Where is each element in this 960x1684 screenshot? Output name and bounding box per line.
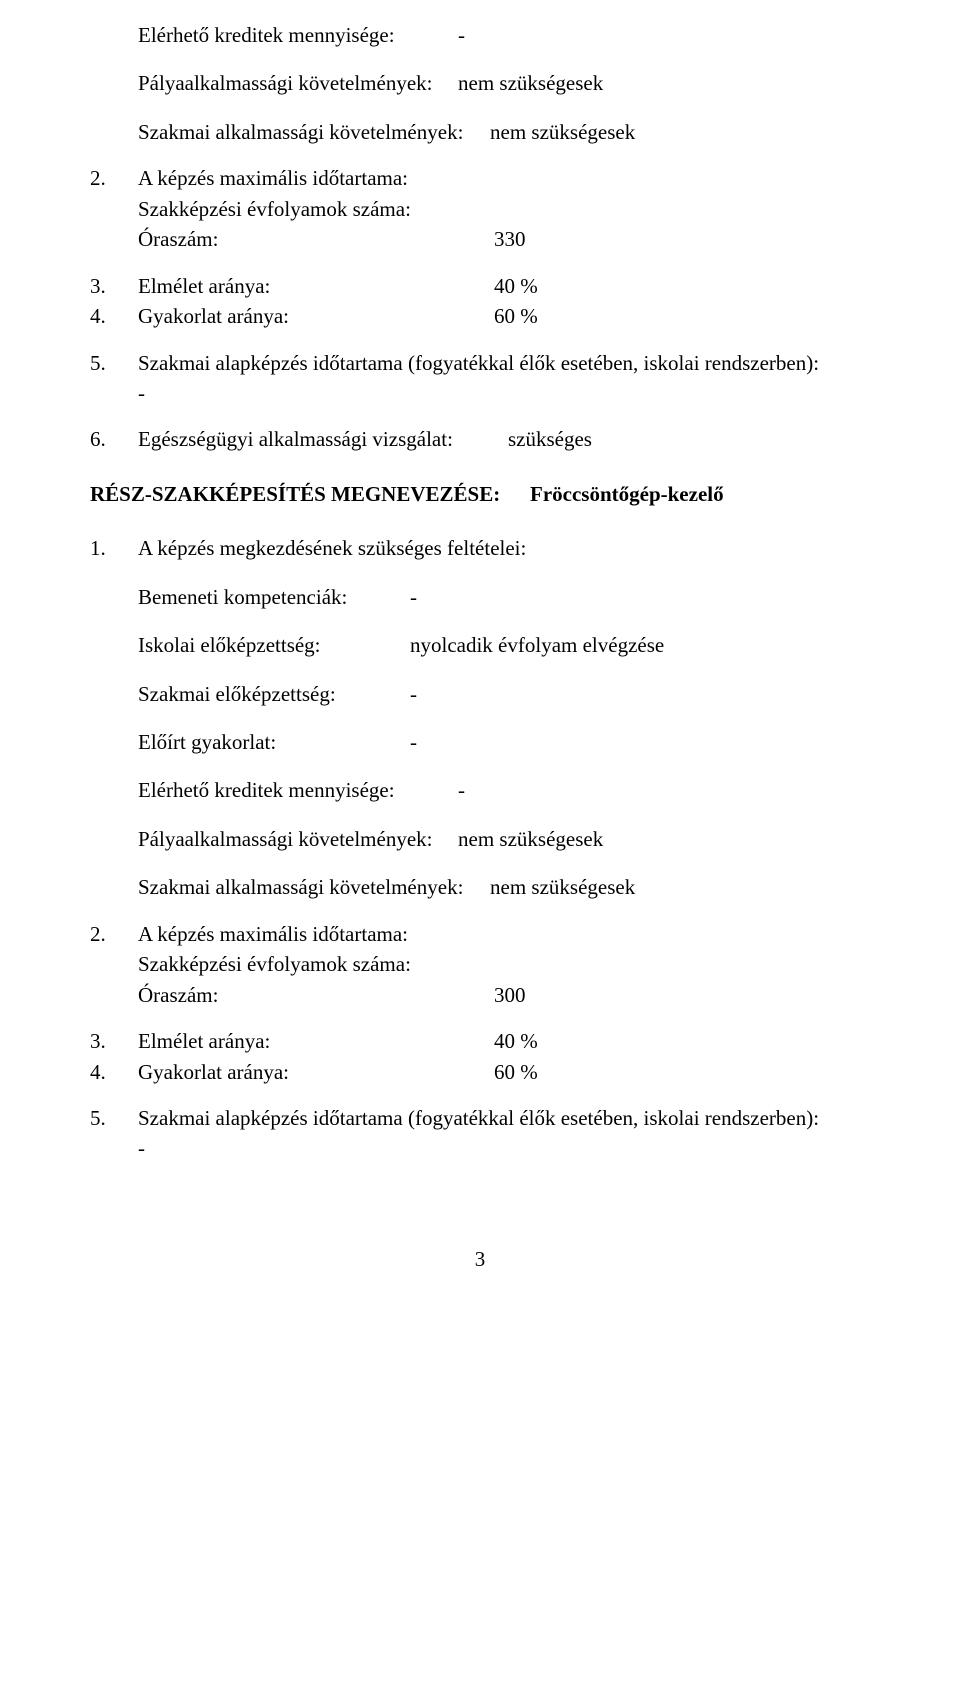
m-items-3-4: 3. Elmélet aránya: 40 % 4. Gyakorlat ará…	[90, 1026, 870, 1087]
item-3: 3. Elmélet aránya: 40 %	[90, 271, 870, 301]
m1-szakmai-alk: Szakmai alkalmassági követelmények: nem …	[138, 872, 870, 902]
m1-palya-value: nem szükségesek	[458, 824, 603, 854]
items-3-4: 3. Elmélet aránya: 40 % 4. Gyakorlat ará…	[90, 271, 870, 332]
item-6: 6. Egészségügyi alkalmassági vizsgálat: …	[90, 424, 870, 454]
n6-value: szükséges	[508, 424, 870, 454]
n2-oraszam-label: Óraszám:	[138, 224, 494, 254]
n2-line2: Szakképzési évfolyamok száma:	[138, 194, 870, 224]
m3-label: Elmélet aránya:	[138, 1026, 494, 1056]
m2-oraszam-row: Óraszám: 300	[138, 980, 870, 1010]
m4-label: Gyakorlat aránya:	[138, 1057, 494, 1087]
m1-bemeneti-value: -	[410, 582, 417, 612]
m-num-1: 1.	[90, 533, 138, 563]
value-elerheto: -	[458, 20, 870, 50]
num-4: 4.	[90, 301, 138, 331]
num-6: 6.	[90, 424, 138, 454]
m2-line1: A képzés maximális időtartama:	[138, 919, 870, 949]
m1-elerheto: Elérhető kreditek mennyisége: -	[138, 775, 870, 805]
m1-eloirt-value: -	[410, 727, 417, 757]
m1-eloirt: Előírt gyakorlat: -	[138, 727, 870, 757]
m-num-3: 3.	[90, 1026, 138, 1056]
m-item-4: 4. Gyakorlat aránya: 60 %	[90, 1057, 870, 1087]
n3-label: Elmélet aránya:	[138, 271, 494, 301]
m-num-4: 4.	[90, 1057, 138, 1087]
value-szakmai: nem szükségesek	[490, 117, 870, 147]
m1-iskolai: Iskolai előképzettség: nyolcadik évfolya…	[138, 630, 870, 660]
n4-value: 60 %	[494, 301, 870, 331]
label-palya: Pályaalkalmassági követelmények:	[138, 68, 458, 98]
m1-palya: Pályaalkalmassági követelmények: nem szü…	[138, 824, 870, 854]
n6-label: Egészségügyi alkalmassági vizsgálat:	[138, 424, 508, 454]
m1-szakmai-elo-label: Szakmai előképzettség:	[138, 679, 410, 709]
num-2: 2.	[90, 163, 138, 254]
m1-szakmai-elo-value: -	[410, 679, 417, 709]
m1-szakmai-alk-value: nem szükségesek	[490, 872, 635, 902]
m1-szakmai-elo: Szakmai előképzettség: -	[138, 679, 870, 709]
n5-line2: -	[138, 378, 870, 408]
m2-line2: Szakképzési évfolyamok száma:	[138, 949, 870, 979]
item-4: 4. Gyakorlat aránya: 60 %	[90, 301, 870, 331]
n5-line1: Szakmai alapképzés időtartama (fogyatékk…	[138, 348, 870, 378]
m1-palya-label: Pályaalkalmassági követelmények:	[138, 824, 458, 854]
m1-szakmai-alk-label: Szakmai alkalmassági követelmények:	[138, 872, 490, 902]
n2-oraszam-row: Óraszám: 330	[138, 224, 870, 254]
m5-line2: -	[138, 1133, 870, 1163]
m1-bemeneti-label: Bemeneti kompetenciák:	[138, 582, 410, 612]
n2-oraszam-value: 330	[494, 224, 526, 254]
m-item-5: 5. Szakmai alapképzés időtartama (fogyat…	[90, 1103, 870, 1164]
m1-elerheto-label: Elérhető kreditek mennyisége:	[138, 775, 458, 805]
m2-oraszam-value: 300	[494, 980, 526, 1010]
m-item-1: 1. A képzés megkezdésének szükséges felt…	[90, 533, 870, 563]
n4-label: Gyakorlat aránya:	[138, 301, 494, 331]
section-left: RÉSZ-SZAKKÉPESÍTÉS MEGNEVEZÉSE:	[90, 479, 530, 509]
n2-line1: A képzés maximális időtartama:	[138, 163, 870, 193]
page-number: 3	[90, 1244, 870, 1274]
num-3: 3.	[90, 271, 138, 301]
label-elerheto: Elérhető kreditek mennyisége:	[138, 20, 458, 50]
section-right: Fröccsöntőgép-kezelő	[530, 479, 724, 509]
m1-eloirt-label: Előírt gyakorlat:	[138, 727, 410, 757]
m1-elerheto-value: -	[458, 775, 465, 805]
m-num-5: 5.	[90, 1103, 138, 1164]
value-palya: nem szükségesek	[458, 68, 870, 98]
n3-value: 40 %	[494, 271, 870, 301]
row-elerheto: Elérhető kreditek mennyisége: -	[138, 20, 870, 50]
m-num-2: 2.	[90, 919, 138, 1010]
m-item-2: 2. A képzés maximális időtartama: Szakké…	[90, 919, 870, 1010]
m4-value: 60 %	[494, 1057, 870, 1087]
m1-iskolai-label: Iskolai előképzettség:	[138, 630, 410, 660]
m1-bemeneti: Bemeneti kompetenciák: -	[138, 582, 870, 612]
item-2: 2. A képzés maximális időtartama: Szakké…	[90, 163, 870, 254]
label-szakmai: Szakmai alkalmassági követelmények:	[138, 117, 490, 147]
row-szakmai: Szakmai alkalmassági követelmények: nem …	[138, 117, 870, 147]
m2-oraszam-label: Óraszám:	[138, 980, 494, 1010]
m1-iskolai-value: nyolcadik évfolyam elvégzése	[410, 630, 664, 660]
top-block: Elérhető kreditek mennyisége: - Pályaalk…	[138, 20, 870, 147]
m1-details: Bemeneti kompetenciák: - Iskolai előképz…	[138, 582, 870, 903]
section-heading: RÉSZ-SZAKKÉPESÍTÉS MEGNEVEZÉSE: Fröccsön…	[90, 479, 870, 509]
num-5: 5.	[90, 348, 138, 409]
m-item-3: 3. Elmélet aránya: 40 %	[90, 1026, 870, 1056]
m3-value: 40 %	[494, 1026, 870, 1056]
item-5: 5. Szakmai alapképzés időtartama (fogyat…	[90, 348, 870, 409]
m1-line: A képzés megkezdésének szükséges feltéte…	[138, 533, 870, 563]
row-palya: Pályaalkalmassági követelmények: nem szü…	[138, 68, 870, 98]
m5-line1: Szakmai alapképzés időtartama (fogyatékk…	[138, 1103, 870, 1133]
